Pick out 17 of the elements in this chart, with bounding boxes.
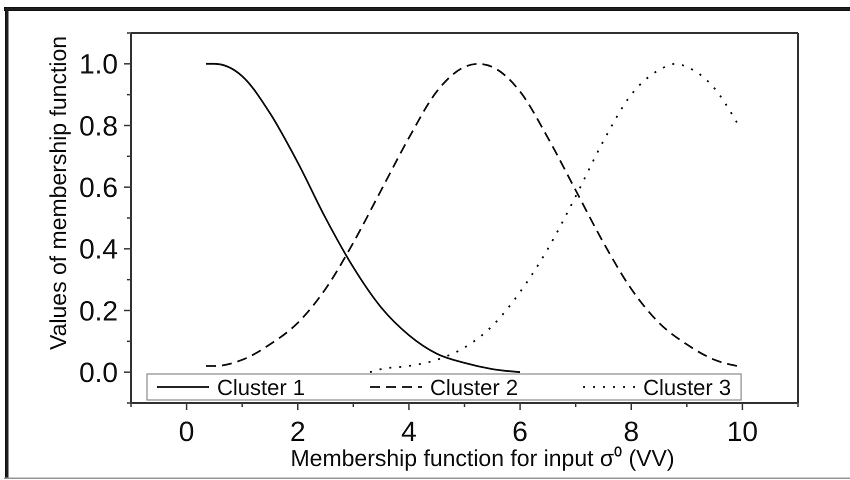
x-tick-label: 0 (178, 416, 194, 447)
x-tick-label: 2 (290, 416, 306, 447)
legend-label: Cluster 1 (217, 375, 306, 400)
x-tick-label: 10 (726, 416, 758, 447)
x-tick-label: 4 (401, 416, 417, 447)
x-tick-label: 6 (512, 416, 528, 447)
y-tick-label: 0.2 (79, 295, 118, 326)
y-tick-label: 0.8 (79, 110, 118, 142)
y-tick-label: 0.6 (79, 172, 118, 203)
y-tick-label: 0.4 (79, 234, 118, 265)
y-axis-title: Values of membership function (45, 36, 71, 350)
x-axis-title: Membership function for input σ⁰ (VV) (290, 445, 674, 471)
legend-label: Cluster 3 (643, 375, 732, 400)
x-tick-label: 8 (623, 416, 640, 447)
legend-label: Cluster 2 (430, 375, 518, 400)
y-tick-label: 1.0 (79, 48, 118, 80)
y-tick-label: 0.0 (79, 356, 118, 388)
